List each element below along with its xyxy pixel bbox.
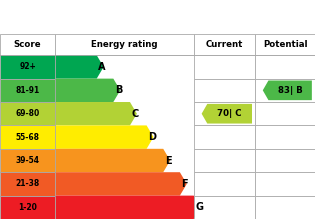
Text: Energy rating: Energy rating (91, 40, 158, 49)
Bar (194, 172, 255, 196)
Bar (255, 102, 315, 125)
Bar (255, 149, 315, 172)
Bar (194, 79, 255, 102)
Text: 69-80: 69-80 (15, 109, 40, 118)
Text: 70| C: 70| C (217, 109, 242, 118)
Polygon shape (263, 81, 312, 100)
Text: 21-38: 21-38 (15, 179, 40, 188)
Text: Current: Current (206, 40, 243, 49)
Text: E: E (165, 155, 171, 166)
Polygon shape (202, 104, 252, 124)
Bar (0, 125, 55, 149)
Text: A: A (98, 62, 106, 72)
Bar (255, 196, 315, 219)
Polygon shape (55, 102, 137, 125)
Polygon shape (55, 125, 153, 149)
Bar (0, 34, 55, 55)
Bar (194, 34, 255, 55)
Text: 1-20: 1-20 (18, 203, 37, 212)
Polygon shape (55, 149, 170, 172)
Text: G: G (195, 202, 203, 212)
Text: 83| B: 83| B (278, 86, 302, 95)
Text: Energy Efficiency Rating: Energy Efficiency Rating (8, 11, 191, 23)
Bar (194, 102, 255, 125)
Bar (0, 102, 55, 125)
Text: 92+: 92+ (19, 62, 36, 71)
Bar (194, 196, 255, 219)
Text: C: C (132, 109, 139, 119)
Polygon shape (55, 55, 104, 79)
Text: Potential: Potential (263, 40, 307, 49)
Bar (255, 55, 315, 79)
Text: F: F (181, 179, 188, 189)
Bar (0, 55, 55, 79)
Bar (255, 79, 315, 102)
Bar (194, 149, 255, 172)
Text: D: D (148, 132, 156, 142)
Text: Score: Score (14, 40, 41, 49)
Bar (255, 34, 315, 55)
Bar (55, 34, 194, 55)
Polygon shape (55, 172, 187, 196)
Text: 39-54: 39-54 (15, 156, 40, 165)
Bar (0, 79, 55, 102)
Bar (0, 196, 55, 219)
Bar (0, 149, 55, 172)
Bar (255, 172, 315, 196)
Bar (0, 172, 55, 196)
Text: B: B (115, 85, 122, 95)
Polygon shape (55, 79, 120, 102)
Bar (255, 125, 315, 149)
Bar (194, 55, 255, 79)
Bar (194, 125, 255, 149)
Text: 55-68: 55-68 (15, 133, 40, 142)
Text: 81-91: 81-91 (15, 86, 40, 95)
Polygon shape (55, 196, 201, 219)
